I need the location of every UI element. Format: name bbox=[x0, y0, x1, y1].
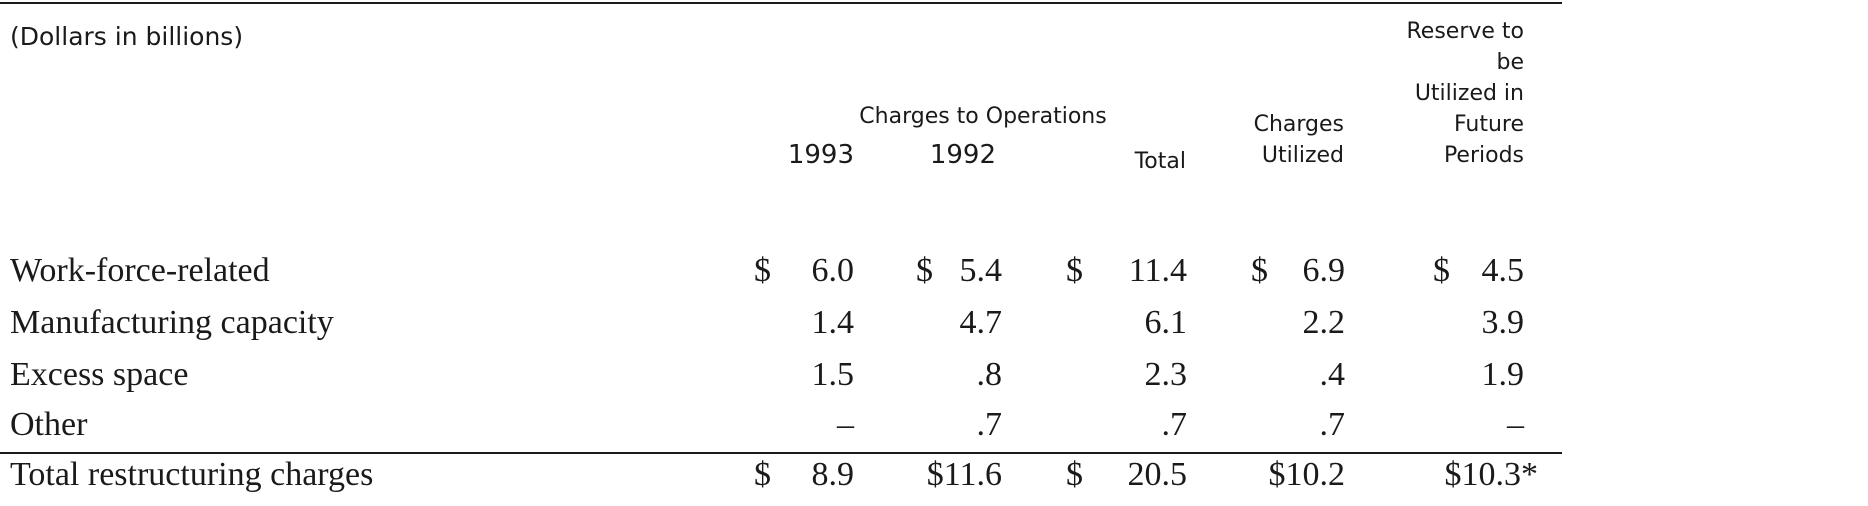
header-reserve: Reserve to be Utilized in Future Periods bbox=[1380, 16, 1524, 171]
total-row-label: Total restructuring charges bbox=[10, 456, 374, 493]
header-1993: 1993 bbox=[787, 140, 854, 170]
header-reserve-line4: Periods bbox=[1443, 143, 1524, 168]
row-label: Other bbox=[10, 406, 88, 443]
top-rule bbox=[0, 2, 1562, 4]
row-label: Manufacturing capacity bbox=[10, 304, 334, 341]
header-1992: 1992 bbox=[929, 140, 996, 170]
header-charges-utilized-line2: Utilized bbox=[1261, 143, 1344, 168]
total-rule bbox=[0, 452, 1562, 454]
header-reserve-line1: Reserve to be bbox=[1406, 19, 1524, 75]
table-row: Excess space 1.5 .8 2.3 .4 1.9 bbox=[10, 356, 1524, 393]
header-charges-to-operations: Charges to Operations bbox=[859, 104, 1107, 129]
header-total: Total bbox=[1134, 149, 1186, 174]
row-label: Work-force-related bbox=[10, 252, 270, 289]
header-charges-utilized-line1: Charges bbox=[1253, 112, 1344, 137]
header-reserve-line3: Future bbox=[1453, 112, 1524, 137]
table-row: Work-force-related $6.0 $5.4 $11.4 $6.9 … bbox=[10, 252, 1524, 289]
header-reserve-line2: Utilized in bbox=[1414, 81, 1524, 106]
units-note: (Dollars in billions) bbox=[10, 22, 244, 51]
row-label: Excess space bbox=[10, 356, 189, 393]
table-row: Manufacturing capacity 1.4 4.7 6.1 2.2 3… bbox=[10, 304, 1524, 341]
table-row: Other – .7 .7 .7 – bbox=[10, 406, 1524, 443]
header-charges-utilized: Charges Utilized bbox=[1200, 109, 1344, 171]
total-row: Total restructuring charges $8.9 $11.6 $… bbox=[10, 456, 1538, 493]
